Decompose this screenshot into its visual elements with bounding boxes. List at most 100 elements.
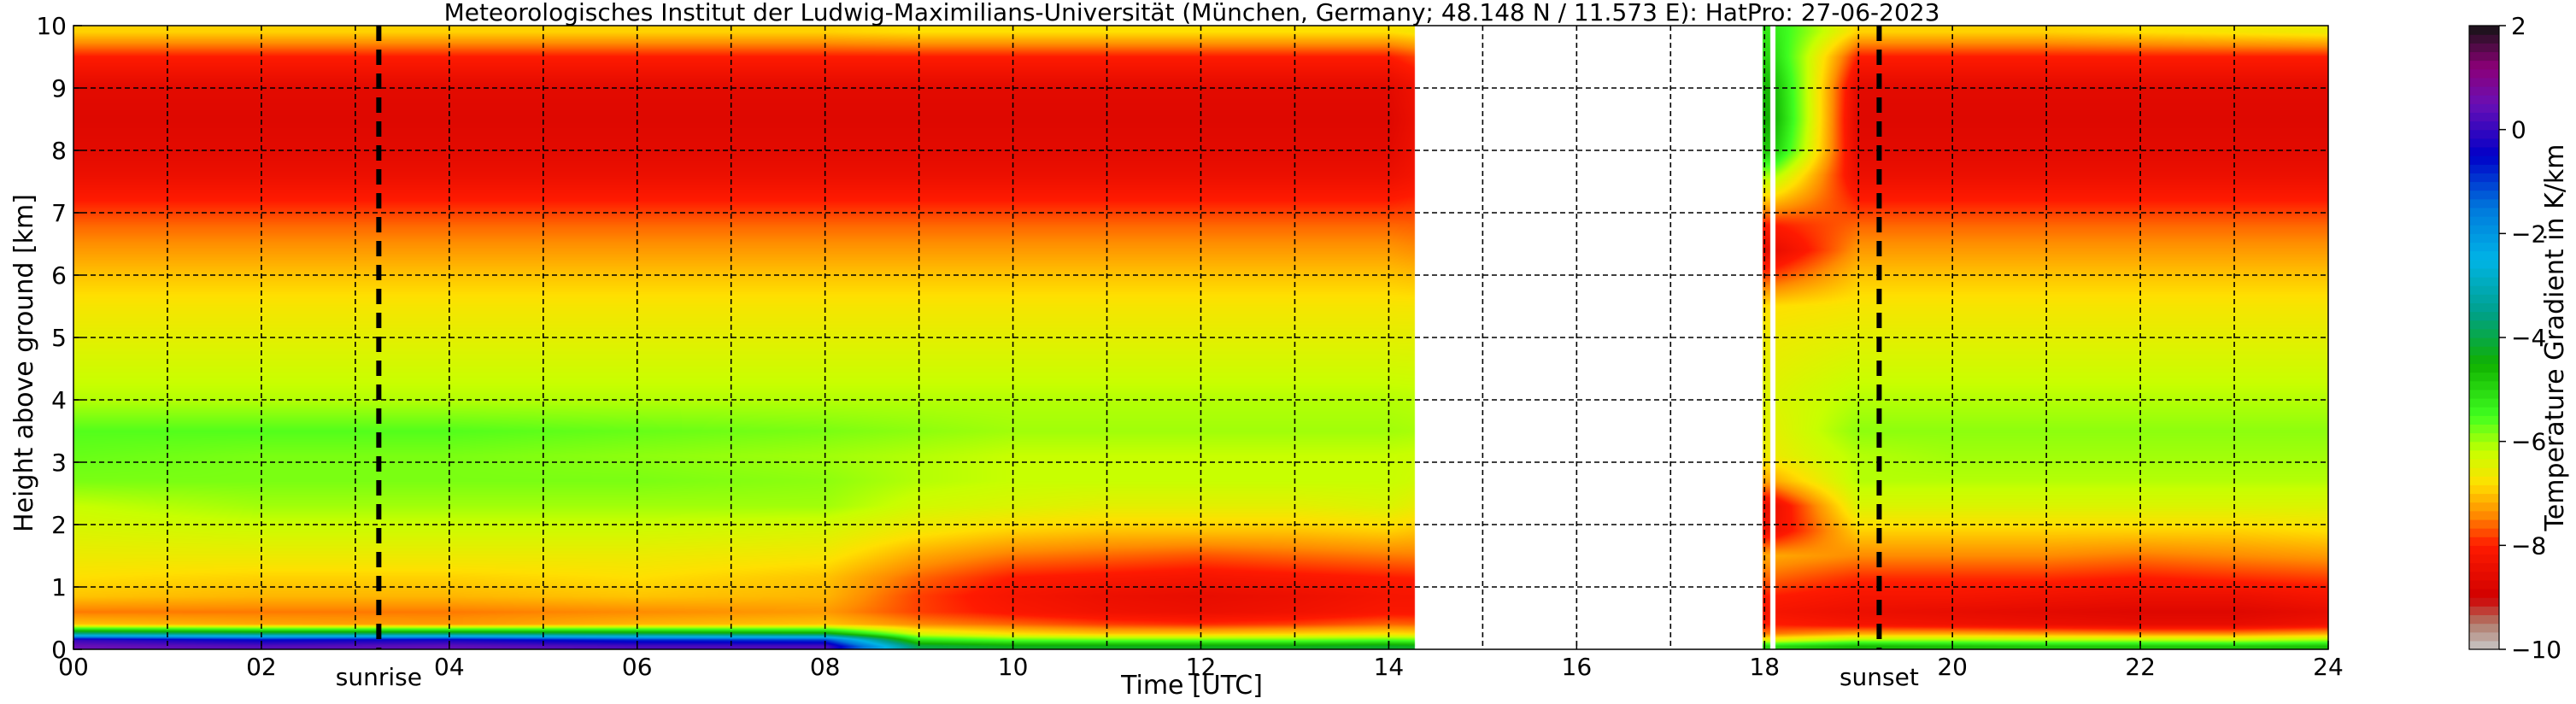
colorbar-segment bbox=[2469, 606, 2499, 616]
colorbar-segment bbox=[2469, 519, 2499, 529]
colorbar-segment bbox=[2469, 502, 2499, 512]
colorbar-segment bbox=[2469, 528, 2499, 537]
colorbar-tick-label: −6 bbox=[2511, 428, 2546, 456]
colorbar-segment bbox=[2469, 207, 2499, 217]
colorbar-segment bbox=[2469, 589, 2499, 598]
colorbar-segment bbox=[2469, 95, 2499, 104]
sunrise-label: sunrise bbox=[336, 663, 422, 691]
colorbar-segment bbox=[2469, 355, 2499, 365]
x-tick-label: 10 bbox=[998, 653, 1029, 681]
colorbar-segment bbox=[2469, 510, 2499, 520]
colorbar-segment bbox=[2469, 415, 2499, 425]
colorbar-segment bbox=[2469, 225, 2499, 234]
x-tick-label: 08 bbox=[810, 653, 841, 681]
colorbar-segment bbox=[2469, 614, 2499, 625]
colorbar-segment bbox=[2469, 267, 2499, 278]
colorbar-segment bbox=[2469, 51, 2499, 62]
colorbar-segment bbox=[2469, 68, 2499, 79]
colorbar-segment bbox=[2469, 233, 2499, 243]
colorbar-tick-label: −2 bbox=[2511, 220, 2546, 248]
colorbar-segment bbox=[2469, 597, 2499, 607]
y-tick-label: 1 bbox=[51, 573, 67, 601]
colorbar-segment bbox=[2469, 60, 2499, 70]
colorbar-segment bbox=[2469, 458, 2499, 468]
colorbar-segment bbox=[2469, 320, 2499, 330]
y-tick-label: 0 bbox=[51, 636, 67, 664]
colorbar-segment bbox=[2469, 311, 2499, 321]
colorbar-tick-label: 0 bbox=[2511, 116, 2526, 144]
sun-lines: sunrise sunset bbox=[336, 26, 1919, 691]
colorbar-segment bbox=[2469, 571, 2499, 581]
colorbar-segment bbox=[2469, 346, 2499, 355]
colorbar-segment bbox=[2469, 380, 2499, 390]
x-tick-label: 00 bbox=[58, 653, 89, 681]
y-tick-label: 4 bbox=[51, 386, 67, 414]
colorbar-segment bbox=[2469, 432, 2499, 443]
colorbar-tick-label: −10 bbox=[2511, 636, 2561, 664]
colorbar-segment bbox=[2469, 449, 2499, 460]
y-tick-label: 10 bbox=[36, 12, 67, 40]
colorbar-segment bbox=[2469, 562, 2499, 572]
x-axis-label: Time [UTC] bbox=[1120, 671, 1263, 701]
colorbar-segment bbox=[2469, 424, 2499, 434]
colorbar: 2 0 −2 −4 −6 −8 −10 bbox=[2468, 12, 2561, 664]
x-tick-label: 18 bbox=[1749, 653, 1780, 681]
colorbar-tick-label: −8 bbox=[2511, 531, 2546, 560]
colorbar-segment bbox=[2469, 155, 2499, 165]
y-tick-label: 7 bbox=[51, 199, 67, 227]
colorbar-segment bbox=[2469, 476, 2499, 485]
colorbar-segment bbox=[2469, 372, 2499, 382]
x-tick-label: 04 bbox=[434, 653, 465, 681]
grid bbox=[73, 26, 2328, 649]
colorbar-segment bbox=[2469, 26, 2499, 35]
colorbar-segment bbox=[2469, 181, 2499, 191]
x-tick-label: 02 bbox=[246, 653, 277, 681]
colorbar-segment bbox=[2469, 294, 2499, 304]
colorbar-segment bbox=[2469, 545, 2499, 555]
colorbar-segment bbox=[2469, 484, 2499, 495]
colorbar-segment bbox=[2469, 164, 2499, 173]
colorbar-segment bbox=[2469, 631, 2499, 642]
colorbar-segment bbox=[2469, 579, 2499, 590]
colorbar-segment bbox=[2469, 389, 2499, 399]
colorbar-segment bbox=[2469, 242, 2499, 252]
colorbar-segment bbox=[2469, 250, 2499, 261]
x-tick-label: 16 bbox=[1562, 653, 1593, 681]
colorbar-segment bbox=[2469, 198, 2499, 208]
colorbar-segment bbox=[2469, 302, 2499, 313]
colorbar-segment bbox=[2469, 43, 2499, 53]
x-tick-label: 20 bbox=[1937, 653, 1968, 681]
colorbar-segment bbox=[2469, 397, 2499, 408]
colorbar-segment bbox=[2469, 77, 2499, 87]
colorbar-segment bbox=[2469, 441, 2499, 451]
colorbar-tick-label: −4 bbox=[2511, 324, 2546, 352]
colorbar-segment bbox=[2469, 85, 2499, 96]
colorbar-segment bbox=[2469, 34, 2499, 44]
colorbar-tick-label: 2 bbox=[2511, 12, 2526, 40]
colorbar-segment bbox=[2469, 259, 2499, 269]
colorbar-segment bbox=[2469, 537, 2499, 546]
colorbar-segment bbox=[2469, 190, 2499, 200]
colorbar-segment bbox=[2469, 129, 2499, 139]
y-tick-label: 2 bbox=[51, 511, 67, 539]
x-tick-label: 12 bbox=[1186, 653, 1217, 681]
y-tick-label: 9 bbox=[51, 74, 67, 103]
colorbar-segment bbox=[2469, 173, 2499, 183]
y-axis-label: Height above ground [km] bbox=[9, 194, 39, 532]
colorbar-segment bbox=[2469, 363, 2499, 373]
colorbar-segment bbox=[2469, 328, 2499, 338]
y-tick-label: 6 bbox=[51, 261, 67, 290]
colorbar-segment bbox=[2469, 285, 2499, 295]
sunset-label: sunset bbox=[1840, 663, 1919, 691]
colorbar-segment bbox=[2469, 103, 2499, 113]
colorbar-segment bbox=[2469, 277, 2499, 286]
colorbar-segment bbox=[2469, 640, 2499, 650]
colorbar-segment bbox=[2469, 467, 2499, 477]
x-tick-label: 24 bbox=[2313, 653, 2344, 681]
y-tick-label: 5 bbox=[51, 324, 67, 352]
colorbar-segment bbox=[2469, 112, 2499, 122]
colorbar-segment bbox=[2469, 493, 2499, 503]
x-tick-label: 14 bbox=[1374, 653, 1405, 681]
colorbar-segment bbox=[2469, 146, 2499, 156]
